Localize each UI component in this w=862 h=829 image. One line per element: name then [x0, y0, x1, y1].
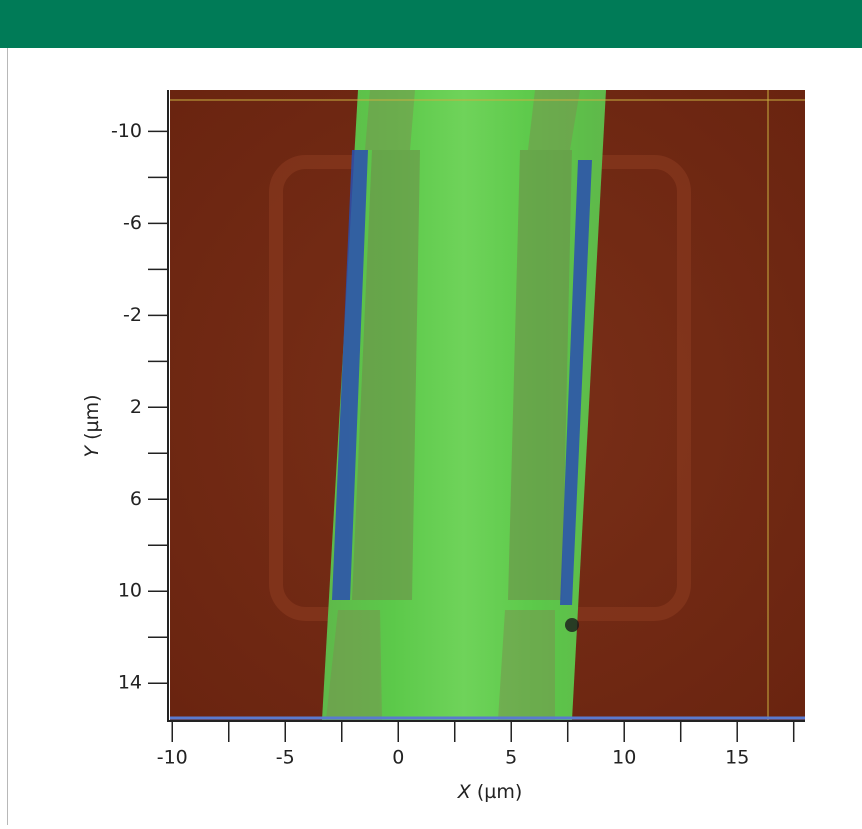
y-label-symbol: Y: [81, 445, 103, 458]
x-tick-label: 15: [725, 747, 749, 769]
x-tick-label: 0: [392, 747, 404, 769]
header-bar: [0, 0, 862, 48]
y-tick-label: 14: [118, 672, 142, 694]
x-tick-label: -5: [276, 747, 295, 769]
y-axis-label: Y (µm): [81, 394, 103, 457]
y-tick-label: -2: [123, 304, 142, 326]
micrograph: [170, 90, 805, 720]
x-tick-label: 5: [505, 747, 517, 769]
y-tick-label: 6: [130, 488, 142, 510]
x-axis-label: X (µm): [457, 781, 523, 803]
y-tick-label: -6: [123, 212, 142, 234]
y-tick-label: -10: [111, 120, 142, 142]
x-label-symbol: X: [457, 781, 472, 803]
x-label-unit: (µm): [477, 781, 522, 803]
y-label-unit: (µm): [81, 394, 103, 439]
y-tick-label: 2: [130, 396, 142, 418]
y-tick-label: 10: [118, 580, 142, 602]
x-tick-label: 10: [612, 747, 636, 769]
x-tick-label: -10: [157, 747, 188, 769]
